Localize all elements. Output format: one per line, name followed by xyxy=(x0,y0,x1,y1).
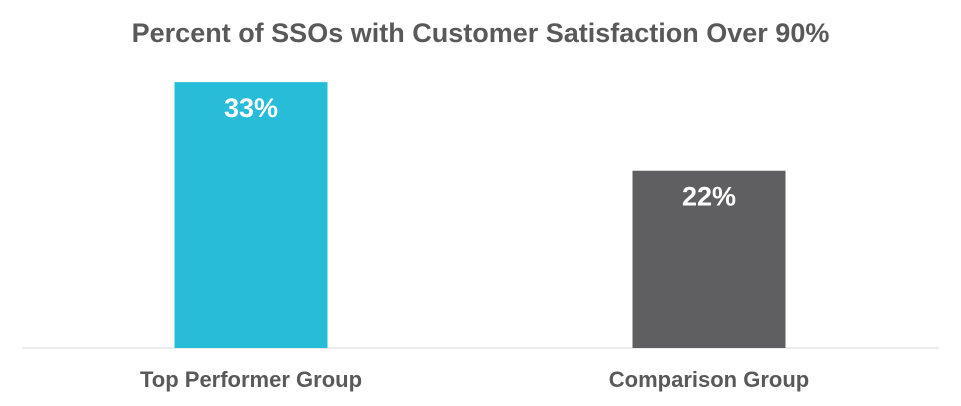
bar-2 xyxy=(632,170,786,348)
category-label-2: Comparison Group xyxy=(609,367,809,392)
bar-value-label-1: 33% xyxy=(224,93,278,123)
chart-title: Percent of SSOs with Customer Satisfacti… xyxy=(131,18,830,48)
bar-1 xyxy=(174,82,328,348)
category-label-1: Top Performer Group xyxy=(140,367,362,392)
bar-value-label-2: 22% xyxy=(682,182,736,212)
